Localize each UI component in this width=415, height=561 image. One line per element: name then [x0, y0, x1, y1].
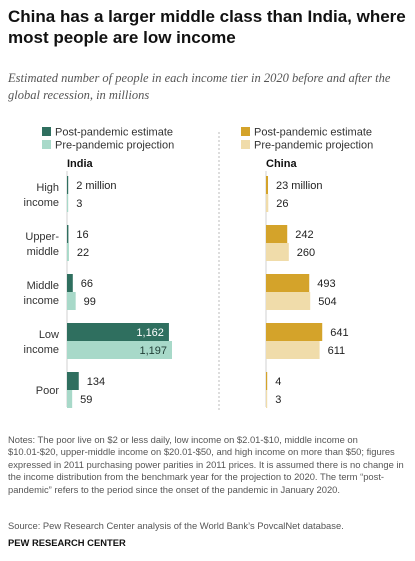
china-data-label-low-income-post: 641	[330, 327, 348, 339]
china-legend-pre-pandemic-projection: Pre-pandemic projection	[254, 140, 373, 152]
india-data-label-high-income-pre: 3	[76, 198, 82, 210]
china-bar-upper-middle-pre	[266, 243, 289, 261]
china-data-label-upper-middle-pre: 260	[297, 247, 315, 259]
india-bar-high-income-post	[67, 176, 69, 194]
india-data-label-middle-income-pre: 99	[84, 296, 96, 308]
india-legend-swatch-post-pandemic-estimate	[42, 127, 51, 136]
india-legend-post-pandemic-estimate: Post-pandemic estimate	[55, 127, 173, 139]
category-label-poor-0: Poor	[36, 385, 60, 397]
india-legend-pre-pandemic-projection: Pre-pandemic projection	[55, 140, 174, 152]
category-label-low-income-1: income	[24, 344, 59, 356]
chart-title: China has a larger middle class than Ind…	[8, 7, 406, 47]
china-bar-low-income-pre	[266, 341, 320, 359]
india-data-label-upper-middle-post: 16	[76, 229, 88, 241]
chart-notes: Notes: The poor live on $2 or less daily…	[8, 434, 404, 495]
china-data-label-poor-post: 4	[275, 376, 281, 388]
chart-subtitle: Estimated number of people in each incom…	[8, 71, 391, 102]
india-bar-upper-middle-post	[67, 225, 69, 243]
china-data-label-high-income-pre: 26	[276, 198, 288, 210]
china-bar-poor-pre	[266, 390, 268, 408]
china-data-label-low-income-pre: 611	[328, 345, 346, 357]
india-bar-low-income-post	[67, 323, 169, 341]
category-label-low-income-0: Low	[39, 329, 59, 341]
india-bar-middle-income-post	[67, 274, 73, 292]
category-label-upper-middle-0: Upper-	[25, 231, 59, 243]
category-label-high-income-1: income	[24, 197, 59, 209]
china-data-label-middle-income-post: 493	[317, 278, 335, 290]
india-data-label-high-income-post: 2 million	[76, 180, 116, 192]
china-legend-swatch-post-pandemic-estimate	[241, 127, 250, 136]
china-bar-upper-middle-post	[266, 225, 288, 243]
category-label-upper-middle-1: middle	[27, 246, 59, 258]
china-data-label-upper-middle-post: 242	[295, 229, 313, 241]
india-data-label-upper-middle-pre: 22	[77, 247, 89, 259]
category-label-middle-income-0: Middle	[27, 280, 59, 292]
india-data-label-low-income-pre: 1,197	[139, 345, 167, 357]
india-bar-high-income-pre	[67, 194, 69, 212]
org-credit: PEW RESEARCH CENTER	[8, 537, 126, 548]
china-legend-swatch-pre-pandemic-projection	[241, 140, 250, 149]
india-legend-swatch-pre-pandemic-projection	[42, 140, 51, 149]
china-bar-low-income-post	[266, 323, 323, 341]
china-data-label-middle-income-pre: 504	[318, 296, 336, 308]
india-panel-title: India	[67, 158, 94, 170]
china-bar-poor-post	[266, 372, 268, 390]
india-data-label-poor-post: 134	[87, 376, 105, 388]
china-bar-high-income-post	[266, 176, 269, 194]
india-bar-middle-income-pre	[67, 292, 76, 310]
india-bar-poor-pre	[67, 390, 73, 408]
category-label-middle-income-1: income	[24, 295, 59, 307]
china-legend-post-pandemic-estimate: Post-pandemic estimate	[254, 127, 372, 139]
india-bar-upper-middle-pre	[67, 243, 69, 261]
category-label-high-income-0: High	[36, 182, 59, 194]
china-bar-middle-income-post	[266, 274, 310, 292]
china-data-label-poor-pre: 3	[275, 394, 281, 406]
india-data-label-middle-income-post: 66	[81, 278, 93, 290]
china-panel-title: China	[266, 158, 297, 170]
india-data-label-low-income-post: 1,162	[136, 327, 164, 339]
chart-source: Source: Pew Research Center analysis of …	[8, 520, 344, 531]
india-data-label-poor-pre: 59	[80, 394, 92, 406]
china-bar-high-income-pre	[266, 194, 269, 212]
india-bar-low-income-pre	[67, 341, 172, 359]
china-bar-middle-income-pre	[266, 292, 311, 310]
india-bar-poor-post	[67, 372, 79, 390]
china-data-label-high-income-post: 23 million	[276, 180, 322, 192]
